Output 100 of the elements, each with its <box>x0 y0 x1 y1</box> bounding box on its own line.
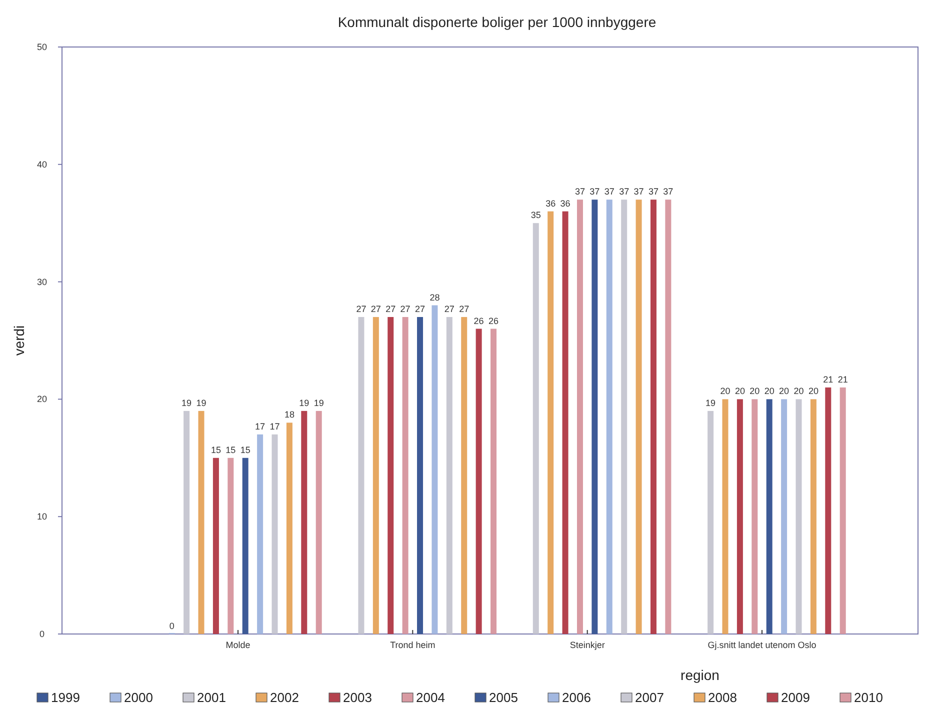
legend-label: 2009 <box>781 690 810 705</box>
data-label: 37 <box>648 186 658 197</box>
data-label: 21 <box>838 374 848 384</box>
bar <box>198 410 204 634</box>
x-tick-label: Molde <box>226 640 250 650</box>
data-label: 15 <box>210 444 221 455</box>
bar <box>810 399 816 634</box>
bar <box>621 200 628 634</box>
data-label: 27 <box>444 304 454 314</box>
data-label: 27 <box>356 304 366 314</box>
data-label: 37 <box>604 186 614 197</box>
data-label: 17 <box>255 421 266 432</box>
data-label: 27 <box>459 304 470 314</box>
bar <box>796 399 802 634</box>
y-tick-label: 10 <box>36 512 48 522</box>
data-label: 17 <box>270 421 280 432</box>
legend-label: 2001 <box>197 690 226 705</box>
bar <box>752 399 758 634</box>
bar <box>766 399 772 634</box>
data-label: 19 <box>706 398 716 408</box>
data-label: 26 <box>488 316 499 326</box>
legend-label: 2003 <box>343 690 372 705</box>
data-label: 19 <box>196 398 206 408</box>
legend-label: 2007 <box>635 690 664 705</box>
bar <box>606 200 612 634</box>
data-label: 20 <box>734 386 745 396</box>
data-label: 37 <box>574 186 585 197</box>
bar <box>242 458 248 634</box>
data-label: 19 <box>314 398 324 408</box>
data-label: 20 <box>764 386 774 396</box>
bar <box>736 399 743 634</box>
data-label: 19 <box>299 398 310 408</box>
bar <box>840 387 846 634</box>
bar <box>576 200 583 634</box>
bar <box>402 317 408 634</box>
data-label: 20 <box>808 386 818 396</box>
data-label: 20 <box>794 386 804 396</box>
data-label: 21 <box>823 374 834 384</box>
bar <box>476 328 482 634</box>
y-tick-label: 50 <box>36 42 48 52</box>
legend-label: 2005 <box>489 690 518 705</box>
data-label: 35 <box>530 210 541 220</box>
bar <box>446 317 452 634</box>
bar <box>316 410 322 634</box>
bar <box>358 317 364 634</box>
data-label: 15 <box>226 444 236 455</box>
x-axis-title: region <box>680 667 720 683</box>
bar <box>722 399 728 634</box>
data-label: 27 <box>415 304 426 314</box>
bar <box>490 328 497 634</box>
data-label: 18 <box>284 410 294 420</box>
bar <box>532 223 539 634</box>
data-label: 28 <box>430 292 440 302</box>
data-label: 19 <box>182 398 192 408</box>
bar <box>301 410 308 634</box>
bar <box>257 434 264 634</box>
bar <box>417 317 424 634</box>
bar <box>825 387 832 634</box>
y-tick-label: 40 <box>36 159 48 170</box>
y-axis-title: verdi <box>11 325 27 356</box>
bar <box>286 422 292 634</box>
data-label: 37 <box>663 186 674 197</box>
x-tick-label: Trond heim <box>390 640 436 650</box>
bar <box>388 317 394 634</box>
legend-label: 2002 <box>270 690 299 705</box>
bar <box>708 410 714 634</box>
data-label: 20 <box>779 386 790 396</box>
bar <box>650 200 656 634</box>
data-label: 27 <box>400 304 410 314</box>
x-tick-label: Gj.snitt landet utenom Oslo <box>708 640 816 650</box>
bar <box>372 317 379 634</box>
data-label: 0 <box>169 621 174 631</box>
y-tick-label: 30 <box>36 276 48 287</box>
chart-title: Kommunalt disponerte boliger per 1000 innbyggere <box>338 14 656 30</box>
legend-label: 2004 <box>416 690 445 705</box>
bar <box>592 200 598 634</box>
legend-label: 2006 <box>562 690 591 705</box>
bar <box>228 458 234 634</box>
legend-label: 2000 <box>124 690 153 705</box>
legend-label: 1999 <box>51 690 80 705</box>
data-label: 27 <box>370 304 381 314</box>
data-label: 20 <box>750 386 760 396</box>
data-label: 37 <box>590 186 600 197</box>
bar <box>272 434 278 634</box>
bar <box>781 399 788 634</box>
data-label: 20 <box>720 386 730 396</box>
data-label: 36 <box>560 198 570 208</box>
data-label: 27 <box>386 304 396 314</box>
legend-label: 2008 <box>708 690 737 705</box>
x-tick-label: Steinkjer <box>570 640 605 650</box>
y-tick-label: 0 <box>39 629 45 639</box>
data-label: 36 <box>546 198 556 208</box>
bar <box>212 458 219 634</box>
data-label: 15 <box>240 444 250 455</box>
bar <box>461 317 468 634</box>
legend-label: 2010 <box>854 690 883 705</box>
bar <box>184 410 190 634</box>
bar <box>562 211 568 634</box>
data-label: 26 <box>474 316 484 326</box>
bar <box>665 200 672 634</box>
